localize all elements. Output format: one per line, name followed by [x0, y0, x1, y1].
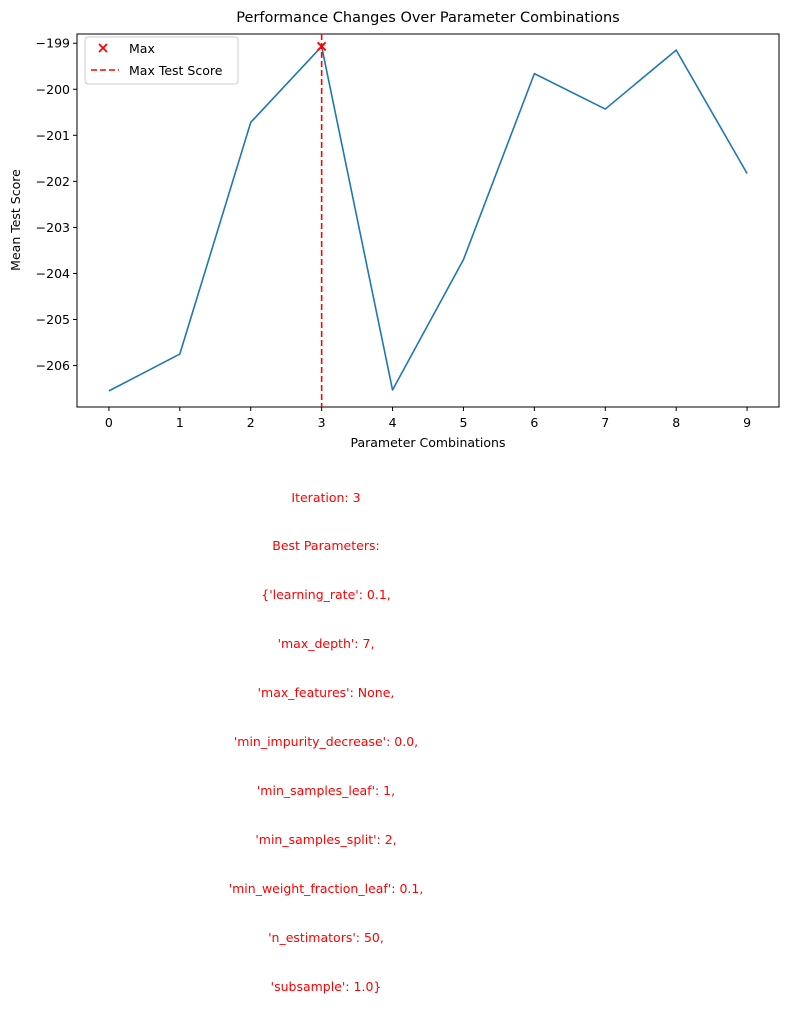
chart-title: Performance Changes Over Parameter Combi…	[236, 10, 619, 26]
y-tick-label: −206	[36, 358, 70, 373]
max-point-marker	[316, 41, 327, 52]
annotation-line: Best Parameters:	[272, 538, 380, 554]
x-tick-label: 0	[105, 415, 113, 430]
series-layer	[108, 34, 748, 407]
x-tick-label: 8	[672, 415, 680, 430]
legend-box	[84, 36, 239, 85]
legend-max-marker	[98, 43, 108, 53]
x-tick-label: 7	[601, 415, 609, 430]
x-axis-label: Parameter Combinations	[350, 435, 505, 450]
legend-label-max: Max	[129, 41, 155, 56]
annotation-line: 'max_features': None,	[257, 685, 395, 701]
annotation-line: Iteration: 3	[291, 489, 361, 505]
x-tick-label: 3	[318, 415, 326, 430]
y-tick-label: −205	[36, 312, 70, 327]
legend-label-max-test-score: Max Test Score	[129, 63, 223, 78]
annotation-line: 'min_impurity_decrease': 0.0,	[233, 734, 419, 750]
best-parameters-annotation: Iteration: 3 Best Parameters: {'learning…	[170, 457, 482, 1011]
y-axis-label: Mean Test Score	[8, 169, 23, 271]
x-tick-label: 5	[459, 415, 467, 430]
x-tick-label: 4	[389, 415, 397, 430]
y-tick-label: −201	[36, 128, 70, 143]
plot-area	[76, 33, 780, 408]
legend: Max Max Test Score	[84, 36, 239, 85]
line-chart: Performance Changes Over Parameter Combi…	[8, 10, 780, 450]
y-axis-ticks: −199 −200 −201 −202 −203 −204 −205 −206	[36, 36, 77, 373]
x-tick-label: 1	[176, 415, 184, 430]
x-axis-ticks: 0 1 2 3 4 5 6 7 8 9	[105, 407, 751, 430]
max-marker-stroke	[316, 41, 327, 52]
y-tick-label: −202	[36, 174, 70, 189]
y-tick-label: −203	[36, 220, 70, 235]
annotation-line: 'subsample': 1.0}	[270, 978, 382, 994]
annotation-line: 'n_estimators': 50,	[268, 929, 384, 945]
x-tick-label: 9	[743, 415, 751, 430]
annotation-line: 'min_samples_split': 2,	[255, 831, 397, 847]
series-line	[108, 45, 748, 392]
annotation-line: 'min_samples_leaf': 1,	[256, 782, 396, 798]
annotation-line: 'min_weight_fraction_leaf': 0.1,	[228, 880, 424, 896]
y-tick-label: −200	[36, 82, 70, 97]
annotation-line: {'learning_rate': 0.1,	[261, 587, 391, 603]
x-tick-label: 2	[247, 415, 255, 430]
y-tick-label: −199	[36, 36, 70, 51]
annotation-line: 'max_depth': 7,	[277, 636, 375, 652]
x-tick-label: 6	[530, 415, 538, 430]
y-tick-label: −204	[36, 266, 70, 281]
